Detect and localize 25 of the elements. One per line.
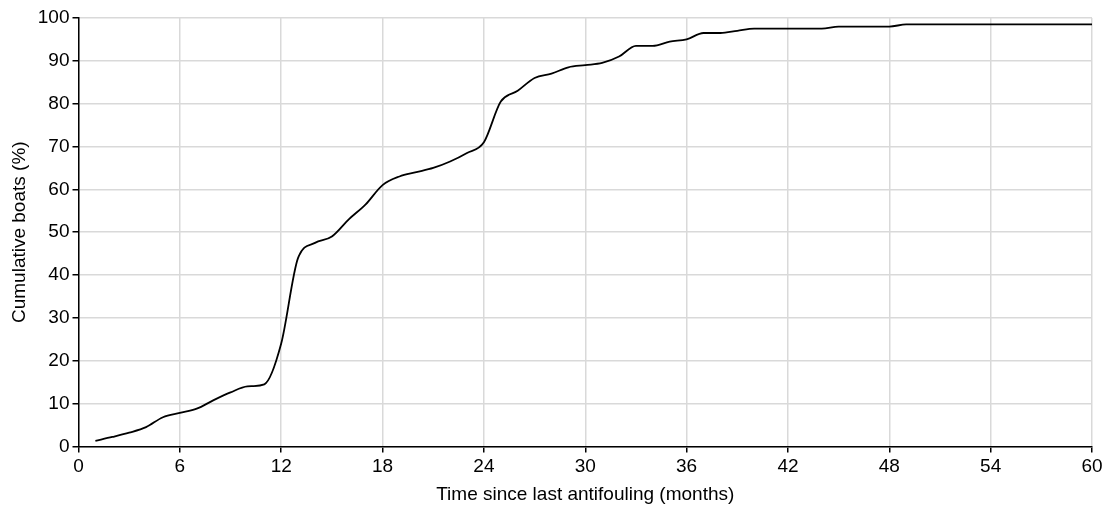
y-tick-label: 0 — [58, 434, 70, 456]
y-tick-label: 40 — [48, 263, 70, 285]
x-tick-label: 42 — [777, 455, 799, 477]
x-tick-label: 18 — [371, 455, 394, 477]
y-tick-label: 70 — [48, 134, 70, 156]
y-tick-label: 60 — [48, 177, 70, 199]
y-tick-label: 100 — [37, 6, 70, 28]
y-tick-label: 20 — [48, 348, 70, 370]
y-tick-label: 50 — [48, 220, 70, 242]
y-axis-title: Cumulative boats (%) — [7, 141, 29, 324]
x-tick-label: 36 — [676, 455, 698, 477]
y-tick-label: 10 — [48, 391, 70, 413]
x-tick-label: 54 — [980, 455, 1002, 477]
x-tick-label: 30 — [574, 455, 596, 477]
x-axis-title: Time since last antifouling (months) — [436, 482, 735, 504]
x-tick-label: 60 — [1081, 455, 1103, 477]
y-tick-label: 80 — [48, 91, 70, 113]
x-tick-label: 12 — [270, 455, 292, 477]
x-tick-label: 24 — [473, 455, 495, 477]
x-tick-label: 48 — [878, 455, 900, 477]
x-tick-label: 6 — [174, 455, 186, 477]
y-tick-label: 30 — [48, 306, 70, 328]
x-tick-label: 0 — [73, 455, 84, 477]
y-tick-label: 90 — [48, 49, 70, 71]
line-series — [94, 23, 1092, 442]
